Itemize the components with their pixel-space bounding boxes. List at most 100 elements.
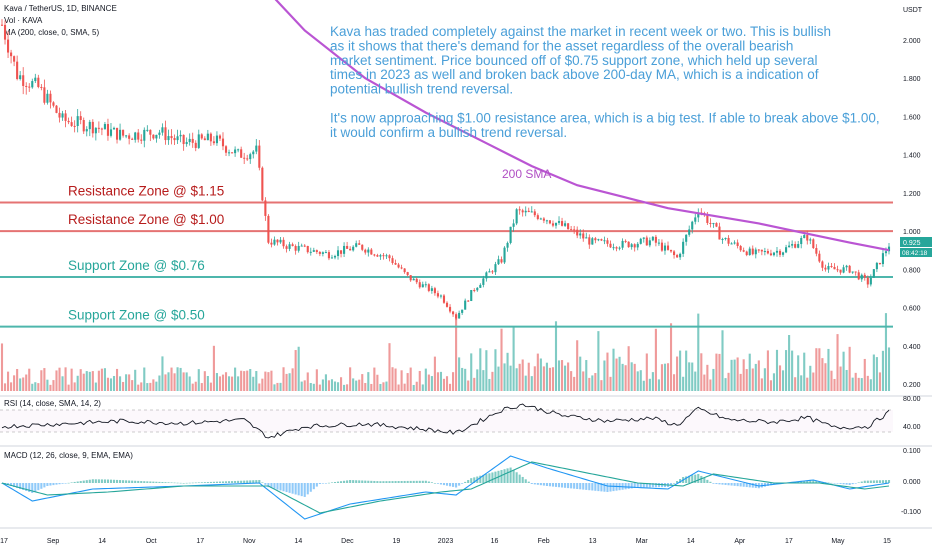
volume-bar: [718, 353, 721, 391]
volume-bar: [878, 372, 881, 391]
time-tick: 17: [785, 538, 793, 545]
macd-histogram-bar: [442, 483, 446, 486]
price-tick: 0.600: [903, 306, 921, 313]
volume-bar: [751, 368, 754, 391]
volume-bar: [128, 374, 131, 391]
macd-histogram-bar: [200, 482, 203, 483]
volume-bar: [67, 384, 70, 391]
macd-histogram-bar: [448, 483, 452, 487]
candle-body: [651, 236, 654, 241]
volume-bar: [724, 378, 727, 391]
macd-histogram-bar: [536, 483, 539, 485]
volume-bar: [267, 372, 270, 391]
volume-bar: [94, 382, 97, 391]
volume-bar: [282, 367, 285, 391]
candle-body: [158, 132, 161, 135]
candle-body: [421, 284, 424, 288]
macd-histogram-bar: [603, 483, 606, 492]
candle-body: [573, 229, 576, 231]
candle-body: [194, 142, 197, 148]
volume-bar: [40, 370, 43, 391]
macd-histogram-bar: [506, 468, 509, 483]
macd-histogram-bar: [467, 480, 470, 483]
volume-bar: [306, 372, 309, 391]
candle-body: [863, 274, 866, 278]
volume-bar: [149, 382, 152, 391]
volume-bar: [754, 363, 757, 391]
candle-body: [261, 167, 264, 201]
candle-body: [406, 272, 409, 276]
volume-bar: [851, 377, 854, 391]
candle-body: [660, 242, 664, 251]
candle-body: [119, 129, 122, 140]
candle-body: [61, 113, 64, 118]
macd-histogram-bar: [863, 480, 866, 483]
volume-bar: [336, 382, 340, 391]
macd-histogram-bar: [385, 481, 388, 483]
time-tick: 17: [196, 538, 204, 545]
macd-histogram-bar: [167, 482, 170, 483]
volume-bar: [46, 379, 49, 391]
volume-bar: [742, 359, 745, 391]
macd-histogram-bar: [458, 483, 461, 486]
volume-bar: [588, 377, 591, 391]
candle-body: [591, 238, 594, 245]
volume-bar: [570, 371, 573, 391]
volume-bar: [445, 376, 449, 391]
macd-histogram-bar: [421, 480, 424, 483]
candle-body: [479, 284, 482, 288]
macd-histogram-bar: [542, 483, 545, 486]
candle-body: [827, 266, 830, 270]
macd-histogram-bar: [85, 480, 88, 483]
candle-body: [548, 220, 551, 224]
candle-body: [143, 129, 146, 141]
volume-bar: [521, 359, 524, 391]
volume-bar: [300, 381, 303, 391]
macd-histogram-bar: [300, 483, 303, 497]
candle-body: [518, 209, 521, 211]
volume-bar: [285, 373, 288, 391]
volume-bar: [297, 346, 300, 391]
candle-body: [109, 129, 113, 136]
volume-bar: [881, 350, 885, 391]
volume-bar: [642, 380, 645, 391]
candle-body: [494, 264, 497, 273]
macd-histogram-bar: [349, 480, 352, 483]
volume-bar: [512, 327, 515, 391]
macd-histogram-bar: [576, 483, 579, 489]
macd-histogram-bar: [494, 471, 497, 483]
volume-bar: [16, 368, 19, 391]
candle-body: [542, 218, 545, 221]
macd-histogram-bar: [803, 481, 806, 483]
macd-histogram-bar: [255, 480, 258, 483]
volume-bar: [427, 374, 430, 391]
volume-bar: [657, 379, 660, 391]
volume-bar: [745, 369, 748, 391]
volume-bar: [100, 368, 103, 391]
volume-bar: [473, 377, 476, 391]
macd-histogram-bar: [624, 483, 627, 490]
macd-histogram-bar: [221, 481, 225, 483]
macd-histogram-bar: [173, 482, 176, 484]
candle-body: [724, 237, 727, 240]
volume-bar: [830, 370, 833, 391]
macd-histogram-bar: [809, 480, 812, 483]
volume-bar: [706, 364, 709, 391]
macd-histogram-bar: [742, 483, 745, 487]
candle-body: [482, 278, 485, 285]
volume-bar: [134, 369, 137, 391]
candle-body: [551, 223, 555, 226]
candle-body: [633, 244, 636, 248]
volume-bar: [515, 368, 518, 391]
macd-histogram-bar: [600, 483, 603, 492]
volume-bar: [612, 348, 615, 391]
macd-histogram-bar: [227, 481, 231, 483]
candle-body: [588, 237, 591, 245]
candle-body: [676, 255, 679, 258]
candle-body: [288, 244, 291, 249]
candle-body: [666, 245, 670, 250]
candle-body: [291, 244, 294, 247]
volume-bar: [64, 367, 67, 391]
candle-body: [624, 240, 627, 242]
